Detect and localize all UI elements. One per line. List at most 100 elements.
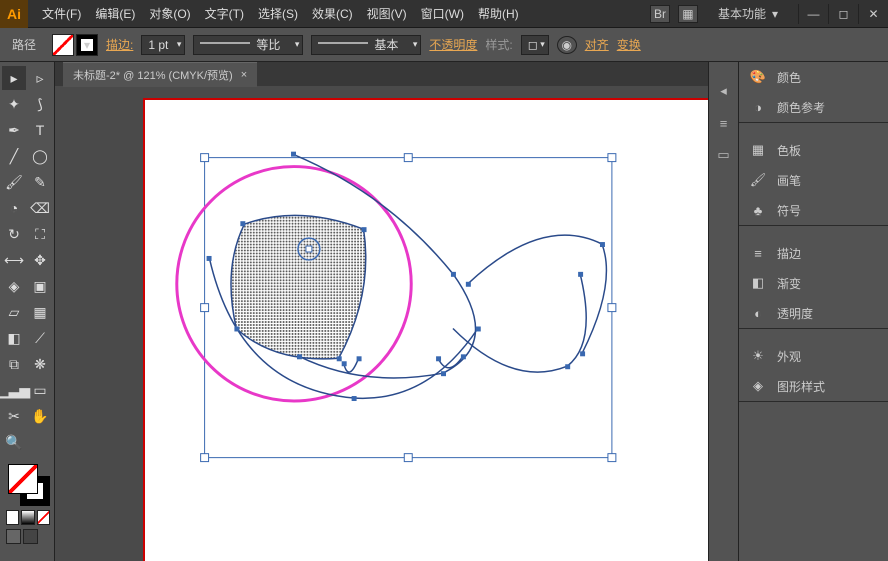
magic-wand-tool[interactable]: ✦ — [2, 92, 26, 116]
panel-appearance[interactable]: ☀外观 — [739, 341, 888, 371]
opacity-link[interactable]: 不透明度 — [429, 36, 477, 53]
document-tab[interactable]: 未标题-2* @ 121% (CMYK/预览) × — [63, 62, 257, 87]
zoom-tool[interactable]: 🔍 — [2, 430, 26, 454]
panel-transparency[interactable]: ◐透明度 — [739, 298, 888, 328]
free-transform-tool[interactable]: ✥ — [28, 248, 52, 272]
tab-title: 未标题-2* @ 121% (CMYK/预览) — [73, 67, 233, 83]
none-mode[interactable] — [37, 510, 50, 525]
panel-symbols[interactable]: ♣符号 — [739, 195, 888, 225]
dock-arrow-icon[interactable]: ◂ — [715, 82, 733, 100]
chevron-down-icon: ▾ — [772, 7, 778, 21]
appearance-icon: ☀ — [749, 347, 767, 365]
stroke-icon: ≡ — [749, 244, 767, 262]
graph-tool[interactable]: ▁▃▅ — [2, 378, 26, 402]
menu-view[interactable]: 视图(V) — [361, 1, 413, 26]
ellipse-tool[interactable]: ◯ — [28, 144, 52, 168]
lasso-tool[interactable]: ⟆ — [28, 92, 52, 116]
dock-layers-icon[interactable]: ≡ — [715, 114, 733, 132]
selection-tool[interactable]: ▸ — [2, 66, 26, 90]
titlebar-right: Br ▦ 基本功能 ▾ — ◻ ✕ — [650, 3, 888, 24]
minimize-button[interactable]: — — [798, 4, 828, 24]
menu-window[interactable]: 窗口(W) — [415, 1, 470, 26]
panel-swatches[interactable]: ▦色板 — [739, 135, 888, 165]
type-tool[interactable]: T — [28, 118, 52, 142]
panel-brushes[interactable]: 🖌画笔 — [739, 165, 888, 195]
artboard: 如上图所示，一一选择我们需要的部分 — [143, 98, 708, 561]
gradient-mode[interactable] — [21, 510, 34, 525]
fill-color[interactable] — [8, 464, 38, 494]
brush-preview-icon — [318, 42, 368, 52]
direct-select-tool[interactable]: ▹ — [28, 66, 52, 90]
swatches-icon: ▦ — [749, 141, 767, 159]
slice-tool[interactable]: ✂ — [2, 404, 26, 428]
pencil-tool[interactable]: ✎ — [28, 170, 52, 194]
fill-stroke-swatches: ▾ — [52, 34, 98, 56]
screen-mode-2[interactable] — [23, 529, 38, 544]
dock-artboards-icon[interactable]: ▭ — [715, 146, 733, 164]
arrange-icon[interactable]: ▦ — [678, 5, 698, 23]
hand-tool[interactable]: ✋ — [28, 404, 52, 428]
panel-color[interactable]: 🎨颜色 — [739, 62, 888, 92]
menu-type[interactable]: 文字(T) — [199, 1, 250, 26]
color-guide-icon: ◑ — [749, 98, 767, 116]
maximize-button[interactable]: ◻ — [828, 4, 858, 24]
close-button[interactable]: ✕ — [858, 4, 888, 24]
canvas[interactable]: 如上图所示，一一选择我们需要的部分 — [55, 86, 708, 561]
mesh-tool[interactable]: ▦ — [28, 300, 52, 324]
main-menu: 文件(F) 编辑(E) 对象(O) 文字(T) 选择(S) 效果(C) 视图(V… — [28, 1, 525, 26]
screen-mode-1[interactable] — [6, 529, 21, 544]
pen-tool[interactable]: ✒ — [2, 118, 26, 142]
menu-object[interactable]: 对象(O) — [143, 1, 196, 26]
workspace-switcher[interactable]: 基本功能 ▾ — [706, 3, 790, 24]
artboard-tool[interactable]: ▭ — [28, 378, 52, 402]
brush-tool[interactable]: 🖌 — [2, 170, 26, 194]
width-tool[interactable]: ⟷ — [2, 248, 26, 272]
gradient-icon: ◧ — [749, 274, 767, 292]
stroke-swatch[interactable]: ▾ — [76, 34, 98, 56]
context-label: 路径 — [12, 36, 44, 53]
menu-file[interactable]: 文件(F) — [36, 1, 87, 26]
panel-stroke[interactable]: ≡描边 — [739, 238, 888, 268]
style-label: 样式: — [485, 36, 512, 53]
style-dropdown[interactable]: ◻ — [521, 35, 549, 55]
transform-link[interactable]: 变换 — [617, 36, 641, 53]
side-panels: 🎨颜色 ◑颜色参考 ▦色板 🖌画笔 ♣符号 ≡描边 ◧渐变 ◐透明度 ☀外观 ◈… — [738, 62, 888, 561]
rotate-tool[interactable]: ↻ — [2, 222, 26, 246]
menu-help[interactable]: 帮助(H) — [472, 1, 525, 26]
panel-graphic-styles[interactable]: ◈图形样式 — [739, 371, 888, 401]
scale-tool[interactable]: ⛶ — [28, 222, 52, 246]
main-area: ▸▹ ✦⟆ ✒T ╱◯ 🖌✎ ◔⌫ ↻⛶ ⟷✥ ◈▣ ▱▦ ◧⟋ ⧉❋ ▁▃▅▭… — [0, 62, 888, 561]
canvas-area: 未标题-2* @ 121% (CMYK/预览) × — [55, 62, 708, 561]
blend-tool[interactable]: ⧉ — [2, 352, 26, 376]
line-tool[interactable]: ╱ — [2, 144, 26, 168]
stroke-link[interactable]: 描边: — [106, 36, 133, 53]
brush-dropdown[interactable]: 基本 — [311, 35, 421, 55]
eraser-tool[interactable]: ⌫ — [28, 196, 52, 220]
eyedropper-tool[interactable]: ⟋ — [28, 326, 52, 350]
gradient-tool[interactable]: ◧ — [2, 326, 26, 350]
fill-swatch[interactable] — [52, 34, 74, 56]
shape-builder-tool[interactable]: ◈ — [2, 274, 26, 298]
profile-dropdown[interactable]: 等比 — [193, 35, 303, 55]
menu-effect[interactable]: 效果(C) — [306, 1, 359, 26]
recolor-icon[interactable]: ◉ — [557, 36, 577, 54]
menu-edit[interactable]: 编辑(E) — [89, 1, 141, 26]
bridge-icon[interactable]: Br — [650, 5, 670, 23]
line-preview-icon — [200, 42, 250, 52]
symbols-icon: ♣ — [749, 201, 767, 219]
uniform-label: 等比 — [256, 36, 280, 53]
color-mode[interactable] — [6, 510, 19, 525]
align-link[interactable]: 对齐 — [585, 36, 609, 53]
menu-select[interactable]: 选择(S) — [252, 1, 304, 26]
spacer-tool — [28, 430, 52, 454]
symbol-sprayer-tool[interactable]: ❋ — [28, 352, 52, 376]
blob-tool[interactable]: ◔ — [2, 196, 26, 220]
live-paint-tool[interactable]: ▣ — [28, 274, 52, 298]
perspective-tool[interactable]: ▱ — [2, 300, 26, 324]
panel-color-guide[interactable]: ◑颜色参考 — [739, 92, 888, 122]
panel-gradient[interactable]: ◧渐变 — [739, 268, 888, 298]
tab-close-icon[interactable]: × — [241, 69, 247, 81]
palette-icon: 🎨 — [749, 68, 767, 86]
artwork-svg — [145, 100, 708, 561]
stroke-weight-input[interactable]: 1 pt — [141, 35, 185, 55]
